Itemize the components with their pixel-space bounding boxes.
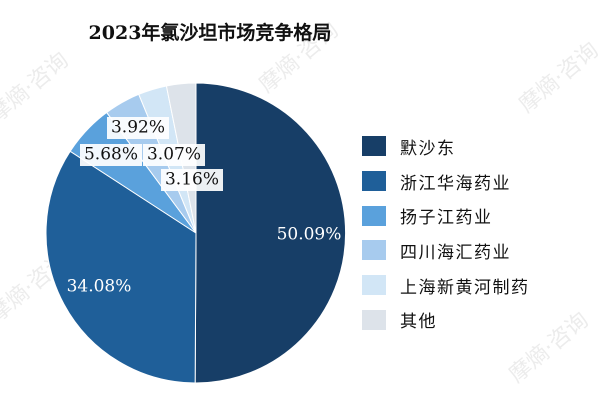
data-label: 3.07% — [143, 144, 205, 166]
data-label: 3.92% — [107, 117, 169, 139]
data-label-box — [107, 117, 169, 139]
data-label-text: 3.92% — [111, 118, 165, 138]
legend-label: 扬子江药业 — [400, 208, 493, 229]
data-label: 34.08% — [67, 277, 132, 297]
data-label: 50.09% — [277, 225, 342, 245]
legend-label: 浙江华海药业 — [400, 173, 511, 194]
data-label-text: 3.16% — [165, 170, 219, 190]
data-label: 5.68% — [80, 144, 142, 166]
legend-swatch — [362, 240, 386, 261]
legend-item: 四川海汇药业 — [362, 233, 530, 268]
legend: 默沙东浙江华海药业 扬子江药业四川海汇药业 上海新黄河制药 其他 — [362, 129, 530, 337]
legend-label: 默沙东 — [400, 138, 456, 159]
legend-label: 四川海汇药业 — [400, 242, 511, 263]
legend-label: 上海新黄河制药 — [400, 277, 530, 298]
legend-item: 浙江华海药业 — [362, 164, 530, 199]
chart-title: 2023年氯沙坦市场竞争格局 — [88, 22, 332, 44]
legend-swatch — [362, 275, 386, 296]
data-label-text: 50.09% — [277, 225, 342, 245]
data-label-box — [80, 144, 142, 166]
legend-swatch — [362, 309, 386, 330]
data-label-text: 34.08% — [67, 277, 132, 297]
legend-item: 扬子江药业 — [362, 198, 530, 233]
legend-swatch — [362, 205, 386, 226]
legend-swatch — [362, 136, 386, 157]
pie-slice — [194, 82, 347, 384]
legend-swatch — [362, 171, 386, 192]
data-label-box — [143, 144, 205, 166]
legend-item: 其他 — [362, 302, 530, 337]
data-labels: 50.09% 34.08% 5.68% 3.92% 3.07% 3.16% — [67, 117, 342, 297]
legend-item: 上海新黄河制药 — [362, 268, 530, 303]
data-label-text: 5.68% — [84, 145, 138, 165]
data-label: 3.16% — [161, 169, 223, 191]
data-label-box — [161, 169, 223, 191]
data-label-text: 3.07% — [147, 145, 201, 165]
legend-item: 默沙东 — [362, 129, 530, 164]
legend-label: 其他 — [400, 312, 437, 333]
